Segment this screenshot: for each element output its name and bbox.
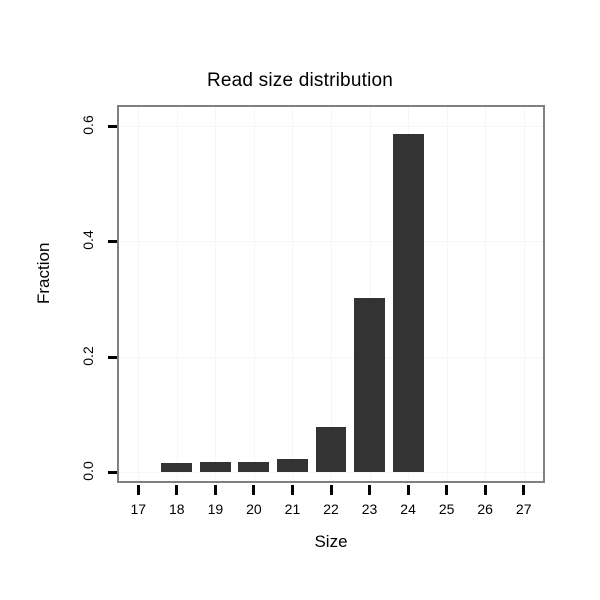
x-tick-mark <box>368 485 372 495</box>
x-tick-label: 18 <box>169 501 185 517</box>
y-tick-mark <box>108 355 117 359</box>
plot-panel <box>117 105 545 483</box>
x-tick-mark <box>483 485 487 495</box>
bar <box>199 461 231 472</box>
y-tick-label: 0.0 <box>80 461 96 481</box>
bar <box>354 298 385 472</box>
x-tick-mark <box>406 485 410 495</box>
x-tick-label: 27 <box>515 501 532 517</box>
x-tick-label: 23 <box>361 501 378 517</box>
bar <box>238 462 270 472</box>
x-tick-label: 17 <box>130 501 147 517</box>
x-tick-mark <box>329 485 333 495</box>
y-axis-title: Fraction <box>34 242 53 304</box>
y-tick-label: 0.6 <box>80 114 96 135</box>
bar <box>392 134 424 472</box>
x-tick-mark <box>445 485 449 495</box>
x-tick-label: 26 <box>477 501 493 517</box>
x-axis-title: Size <box>314 532 348 551</box>
bar <box>277 459 308 472</box>
bar <box>161 463 193 472</box>
y-tick-label: 0.2 <box>80 345 96 366</box>
x-tick-label: 19 <box>207 501 224 517</box>
x-tick-mark <box>522 485 526 495</box>
x-tick-mark <box>136 485 140 495</box>
x-tick-mark <box>175 485 179 495</box>
y-tick-mark <box>108 124 117 128</box>
x-tick-mark <box>213 485 217 495</box>
x-tick-mark <box>290 485 294 495</box>
x-tick-label: 20 <box>246 501 262 517</box>
x-tick-label: 25 <box>438 501 455 517</box>
y-tick-mark <box>108 240 117 244</box>
chart-title: Read size distribution <box>206 70 394 91</box>
x-tick-label: 24 <box>400 501 416 517</box>
x-tick-mark <box>252 485 256 495</box>
bar <box>315 426 347 472</box>
x-tick-label: 22 <box>323 501 339 517</box>
bar-series <box>119 107 543 481</box>
y-tick-label: 0.4 <box>80 230 96 250</box>
y-tick-mark <box>108 471 117 474</box>
x-tick-label: 21 <box>284 501 301 517</box>
